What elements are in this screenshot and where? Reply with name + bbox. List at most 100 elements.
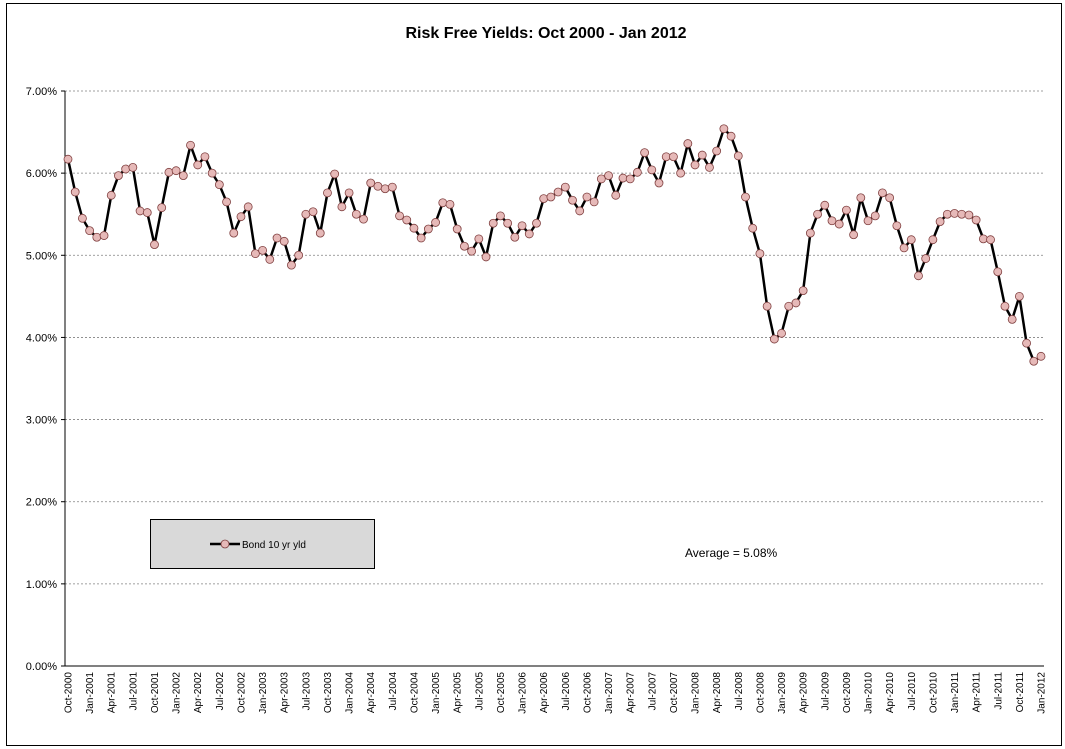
x-tick-label: Apr-2011 [972,672,983,713]
data-point [92,232,102,242]
x-tick-label: Jan-2005 [431,672,442,714]
data-point [330,169,340,179]
data-point [452,224,462,234]
data-point [99,231,109,240]
legend-marker [220,539,230,549]
data-point [1029,356,1039,366]
y-tick-label: 0.00% [26,661,57,673]
x-tick-label: Jul-2001 [128,672,139,711]
data-point [661,152,671,162]
data-point [323,188,332,198]
data-point [849,230,859,240]
x-tick-label: Oct-2010 [928,672,939,714]
data-point [200,152,210,162]
data-point [128,162,138,172]
data-point [921,254,931,263]
data-point [546,192,556,202]
data-point [928,235,938,245]
data-point [171,166,181,176]
data-point [892,221,902,231]
data-point [676,168,686,178]
data-point [460,241,469,251]
data-point [431,218,440,227]
x-tick-label: Jul-2011 [993,672,1004,710]
x-tick-label: Apr-2010 [885,672,896,714]
data-point [532,218,541,228]
x-tick-label: Oct-2008 [755,672,766,714]
data-point [344,188,354,198]
data-point [178,171,188,181]
data-point [834,219,844,229]
chart-frame [6,3,1062,746]
x-tick-label: Jan-2004 [345,672,356,714]
data-point [762,301,772,311]
x-tick-label: Jul-2006 [561,672,572,711]
data-point [481,252,491,262]
data-point [582,192,592,202]
data-point [387,182,397,192]
data-point [373,181,383,191]
y-tick-label: 3.00% [26,415,57,427]
data-point [777,328,786,338]
chart-title: Risk Free Yields: Oct 2000 - Jan 2012 [405,25,686,42]
data-point [438,198,448,208]
x-tick-label: Jul-2002 [215,672,226,711]
data-point [142,208,152,217]
data-point [683,139,693,148]
data-point [640,148,649,158]
data-point [157,203,167,213]
data-point [106,190,116,200]
y-tick-label: 4.00% [26,332,57,344]
x-tick-label: Oct-2003 [323,672,334,714]
data-point [1014,291,1024,301]
x-tick-label: Jul-2005 [474,672,485,711]
data-point [618,173,628,183]
x-tick-label: Apr-2009 [799,672,810,714]
data-point [568,195,577,205]
x-tick-label: Apr-2006 [539,672,550,714]
x-tick-label: Jul-2003 [301,672,312,711]
data-point [798,286,808,296]
data-point [589,197,599,207]
legend-box [150,519,375,569]
x-tick-label: Oct-2002 [236,672,247,714]
data-point [575,206,585,216]
data-point [647,165,657,175]
legend-label: Bond 10 yr yld [242,540,306,551]
x-tick-label: Oct-2001 [150,672,161,714]
data-point [222,197,231,207]
data-point [964,210,974,220]
data-point [337,202,347,212]
data-point [250,249,260,259]
data-point [488,218,498,228]
data-point [993,267,1003,277]
data-point [351,209,361,219]
data-point [1022,338,1031,348]
data-point [517,221,527,231]
data-point [596,174,606,184]
data-point [315,228,325,238]
x-tick-label: Jan-2011 [950,672,961,713]
data-point [697,150,707,160]
data-point [380,184,390,194]
data-point [604,171,613,181]
data-point [1036,351,1046,361]
data-point [135,206,145,216]
data-point [870,211,880,221]
data-point [539,194,549,204]
data-point [229,228,239,238]
data-point [265,254,275,264]
data-point [70,187,80,197]
data-point [308,207,318,217]
data-point [733,151,743,161]
y-tick-label: 5.00% [26,250,57,262]
data-point [632,167,642,177]
data-point [359,214,368,224]
data-point [395,211,404,221]
x-tick-label: Jan-2003 [258,672,269,714]
x-tick-label: Jan-2008 [691,672,702,714]
data-point [769,334,779,344]
x-tick-label: Jan-2002 [172,672,183,714]
x-tick-label: Jul-2007 [647,672,658,711]
y-tick-label: 1.00% [26,579,57,591]
